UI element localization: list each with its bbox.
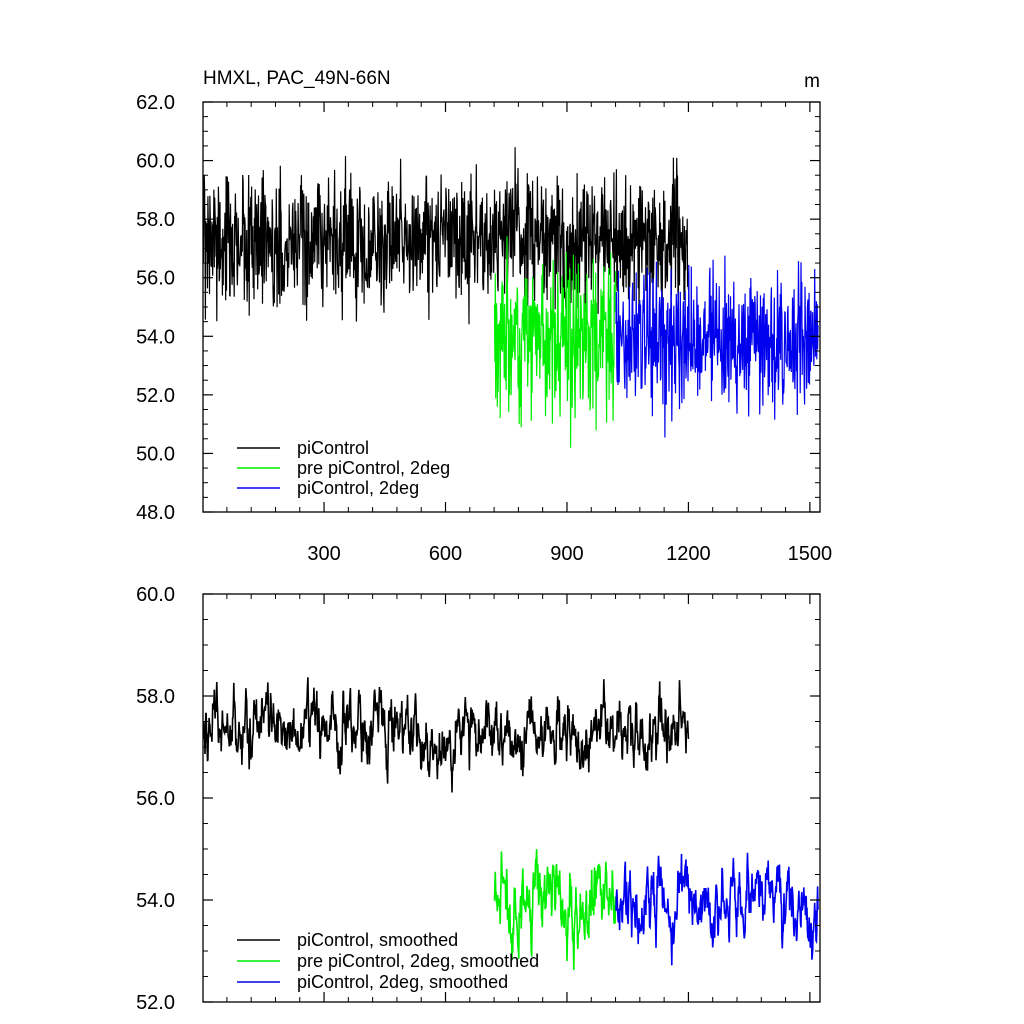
y-tick-label: 54.0: [136, 890, 175, 912]
y-tick-label: 60.0: [136, 151, 175, 173]
series-line-2: [493, 849, 617, 971]
y-tick-label: 58.0: [136, 209, 175, 231]
x-tick-label: 1200: [666, 543, 711, 565]
y-tick-label: 60.0: [136, 584, 175, 606]
figure-title: HMXL, PAC_49N-66N: [203, 68, 391, 89]
y-tick-label: 52.0: [136, 385, 175, 407]
y-tick-label: 48.0: [136, 502, 175, 524]
y-tick-label: 62.0: [136, 92, 175, 114]
y-tick-label: 54.0: [136, 326, 175, 348]
series-line-1: [203, 147, 689, 325]
series-line-2: [493, 236, 617, 448]
series-line-3: [615, 255, 819, 438]
legend-label: pre piControl, 2deg, smoothed: [297, 951, 539, 971]
x-tick-label: 600: [429, 543, 462, 565]
x-tick-label: 300: [307, 543, 340, 565]
series-line-3: [615, 852, 819, 966]
legend-label: piControl, 2deg, smoothed: [297, 972, 508, 992]
y-tick-label: 52.0: [136, 992, 175, 1014]
y-tick-label: 56.0: [136, 788, 175, 810]
plot-frame: [202, 101, 821, 513]
legend-label: piControl: [297, 438, 369, 458]
legend-label: piControl, 2deg: [297, 478, 419, 498]
y-tick-label: 58.0: [136, 686, 175, 708]
legend-label: piControl, smoothed: [297, 930, 458, 950]
y-tick-label: 56.0: [136, 268, 175, 290]
legend-label: pre piControl, 2deg: [297, 458, 450, 478]
series-line-1: [203, 677, 690, 793]
y-tick-label: 50.0: [136, 443, 175, 465]
x-tick-label: 1500: [788, 543, 833, 565]
top-panel: 48.0 50.0 52.0 54.0 56.0 58.0 60.0 62.0 300 600 90…: [136, 92, 832, 565]
units-label: m: [804, 71, 820, 92]
x-tick-label: 900: [550, 543, 583, 565]
